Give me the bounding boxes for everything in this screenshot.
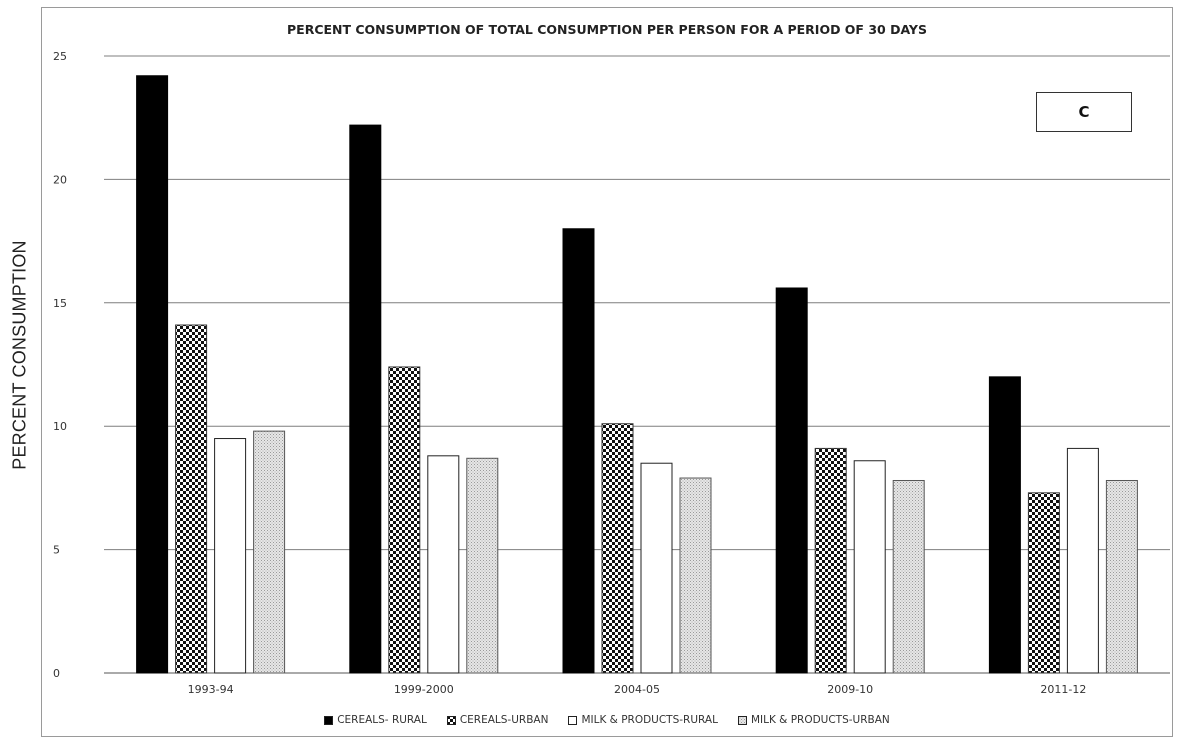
bar-milk-urban — [1105, 479, 1138, 674]
chart-title: PERCENT CONSUMPTION OF TOTAL CONSUMPTION… — [287, 22, 927, 37]
bar-milk-rural — [427, 455, 460, 674]
bar-cereals-rural — [562, 228, 595, 674]
bar-cereals-urban — [814, 447, 847, 674]
legend-item-cereals-urban: CEREALS-URBAN — [446, 714, 549, 726]
bar-cereals-urban — [1027, 492, 1060, 674]
y-tick-label: 20 — [53, 173, 67, 186]
y-tick-label: 0 — [53, 667, 60, 680]
bar-milk-rural — [853, 460, 886, 674]
legend-swatch-milk-rural — [568, 715, 578, 725]
bar-cereals-urban — [601, 423, 634, 674]
bar-milk-urban — [466, 457, 499, 674]
y-axis-label-area: PERCENT CONSUMPTION — [0, 0, 40, 742]
bar-cereals-urban — [175, 324, 208, 674]
legend-item-milk-urban: MILK & PRODUCTS-URBAN — [737, 714, 890, 726]
legend-label-milk-urban: MILK & PRODUCTS-URBAN — [750, 714, 890, 726]
legend-item-milk-rural: MILK & PRODUCTS-RURAL — [568, 714, 718, 726]
x-tick-label: 1993-94 — [188, 683, 234, 696]
bar-cereals-rural — [136, 75, 169, 674]
legend-swatch-milk-urban — [737, 715, 747, 725]
bar-cereals-urban — [388, 366, 421, 674]
bar-milk-urban — [253, 430, 286, 674]
panel-letter: C — [1078, 103, 1090, 121]
bar-milk-urban — [892, 479, 925, 674]
legend-item-cereals-rural: CEREALS- RURAL — [324, 714, 427, 726]
bar-milk-urban — [679, 477, 712, 674]
x-tick-label: 2009-10 — [827, 683, 873, 696]
y-tick-label: 10 — [53, 420, 67, 433]
legend: CEREALS- RURAL CEREALS-URBAN MILK & PROD… — [42, 714, 1172, 726]
legend-swatch-cereals-rural — [324, 715, 334, 725]
bar-milk-rural — [1066, 447, 1099, 674]
legend-label-cereals-urban: CEREALS-URBAN — [459, 714, 549, 726]
y-tick-label: 25 — [53, 50, 67, 63]
bar-cereals-rural — [775, 287, 808, 674]
legend-swatch-cereals-urban — [446, 715, 456, 725]
y-axis-label: PERCENT CONSUMPTION — [9, 240, 30, 470]
bar-cereals-rural — [349, 124, 382, 674]
bar-milk-rural — [640, 462, 673, 674]
bar-cereals-rural — [988, 376, 1021, 674]
x-tick-label: 2004-05 — [614, 683, 660, 696]
plot-area: 0 5 10 15 20 25 1993-94 1999-2000 2004-05 2009-10… — [53, 50, 1170, 696]
bar-milk-rural — [214, 438, 247, 674]
chart-frame: 0 5 10 15 20 25 1993-94 1999-2000 2004-05 2009-10… — [41, 7, 1173, 737]
panel-letter-box: C — [1036, 92, 1132, 132]
x-tick-label: 2011-12 — [1040, 683, 1086, 696]
legend-label-cereals-rural: CEREALS- RURAL — [337, 714, 427, 726]
y-tick-label: 5 — [53, 544, 60, 557]
x-tick-label: 1999-2000 — [394, 683, 454, 696]
legend-label-milk-rural: MILK & PRODUCTS-RURAL — [581, 714, 718, 726]
y-tick-label: 15 — [53, 297, 67, 310]
